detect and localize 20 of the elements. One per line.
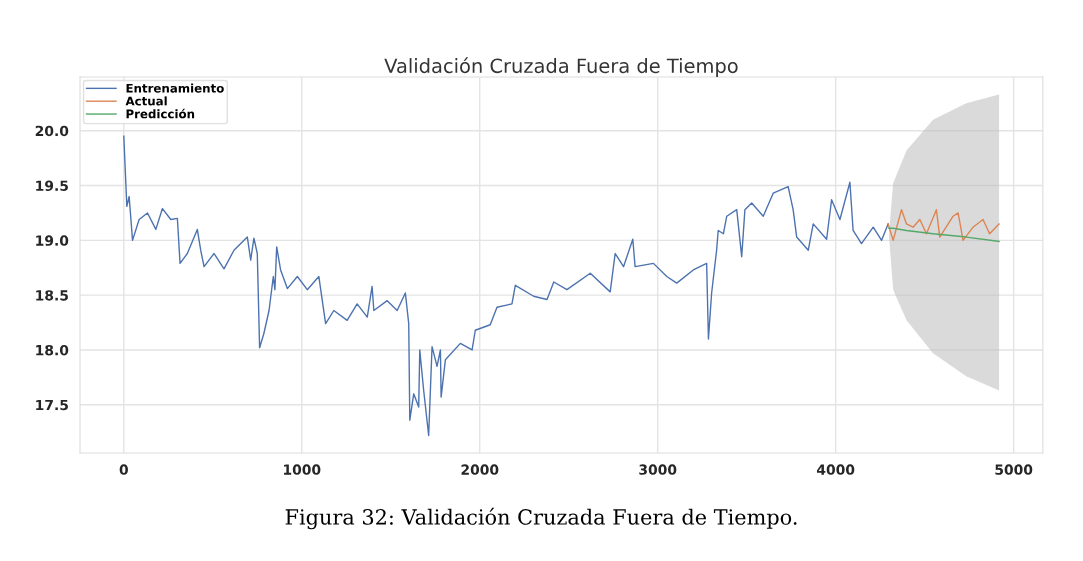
- x-tick-label: 5000: [995, 464, 1033, 475]
- legend-label: Predicción: [126, 108, 195, 119]
- y-tick-label: 19.5: [36, 180, 68, 192]
- y-tick-label: 18.0: [36, 344, 69, 356]
- x-tick-label: 1000: [284, 464, 321, 475]
- legend-label: Actual: [125, 96, 167, 106]
- x-tick-label: 4000: [816, 464, 855, 475]
- line-series: [887, 208, 1000, 242]
- text: Figura 32: Validación Cruzada Fuera de Tiempo.: [285, 507, 797, 530]
- legend-label: Entrenamiento: [126, 83, 224, 93]
- x-tick-label: 3000: [639, 464, 677, 475]
- chart-title: Validación Cruzada Fuera de Tiempo: [384, 57, 738, 77]
- x-tick-label: 2000: [461, 464, 499, 475]
- y-tick-label: 18.5: [36, 290, 68, 301]
- y-tick-label: 19.0: [36, 235, 69, 246]
- line-series: [888, 227, 1000, 243]
- y-tick-label: 17.5: [36, 399, 68, 411]
- x-tick-label: 0: [119, 464, 128, 475]
- line-series: [123, 135, 889, 437]
- y-tick-label: 20.0: [35, 125, 69, 137]
